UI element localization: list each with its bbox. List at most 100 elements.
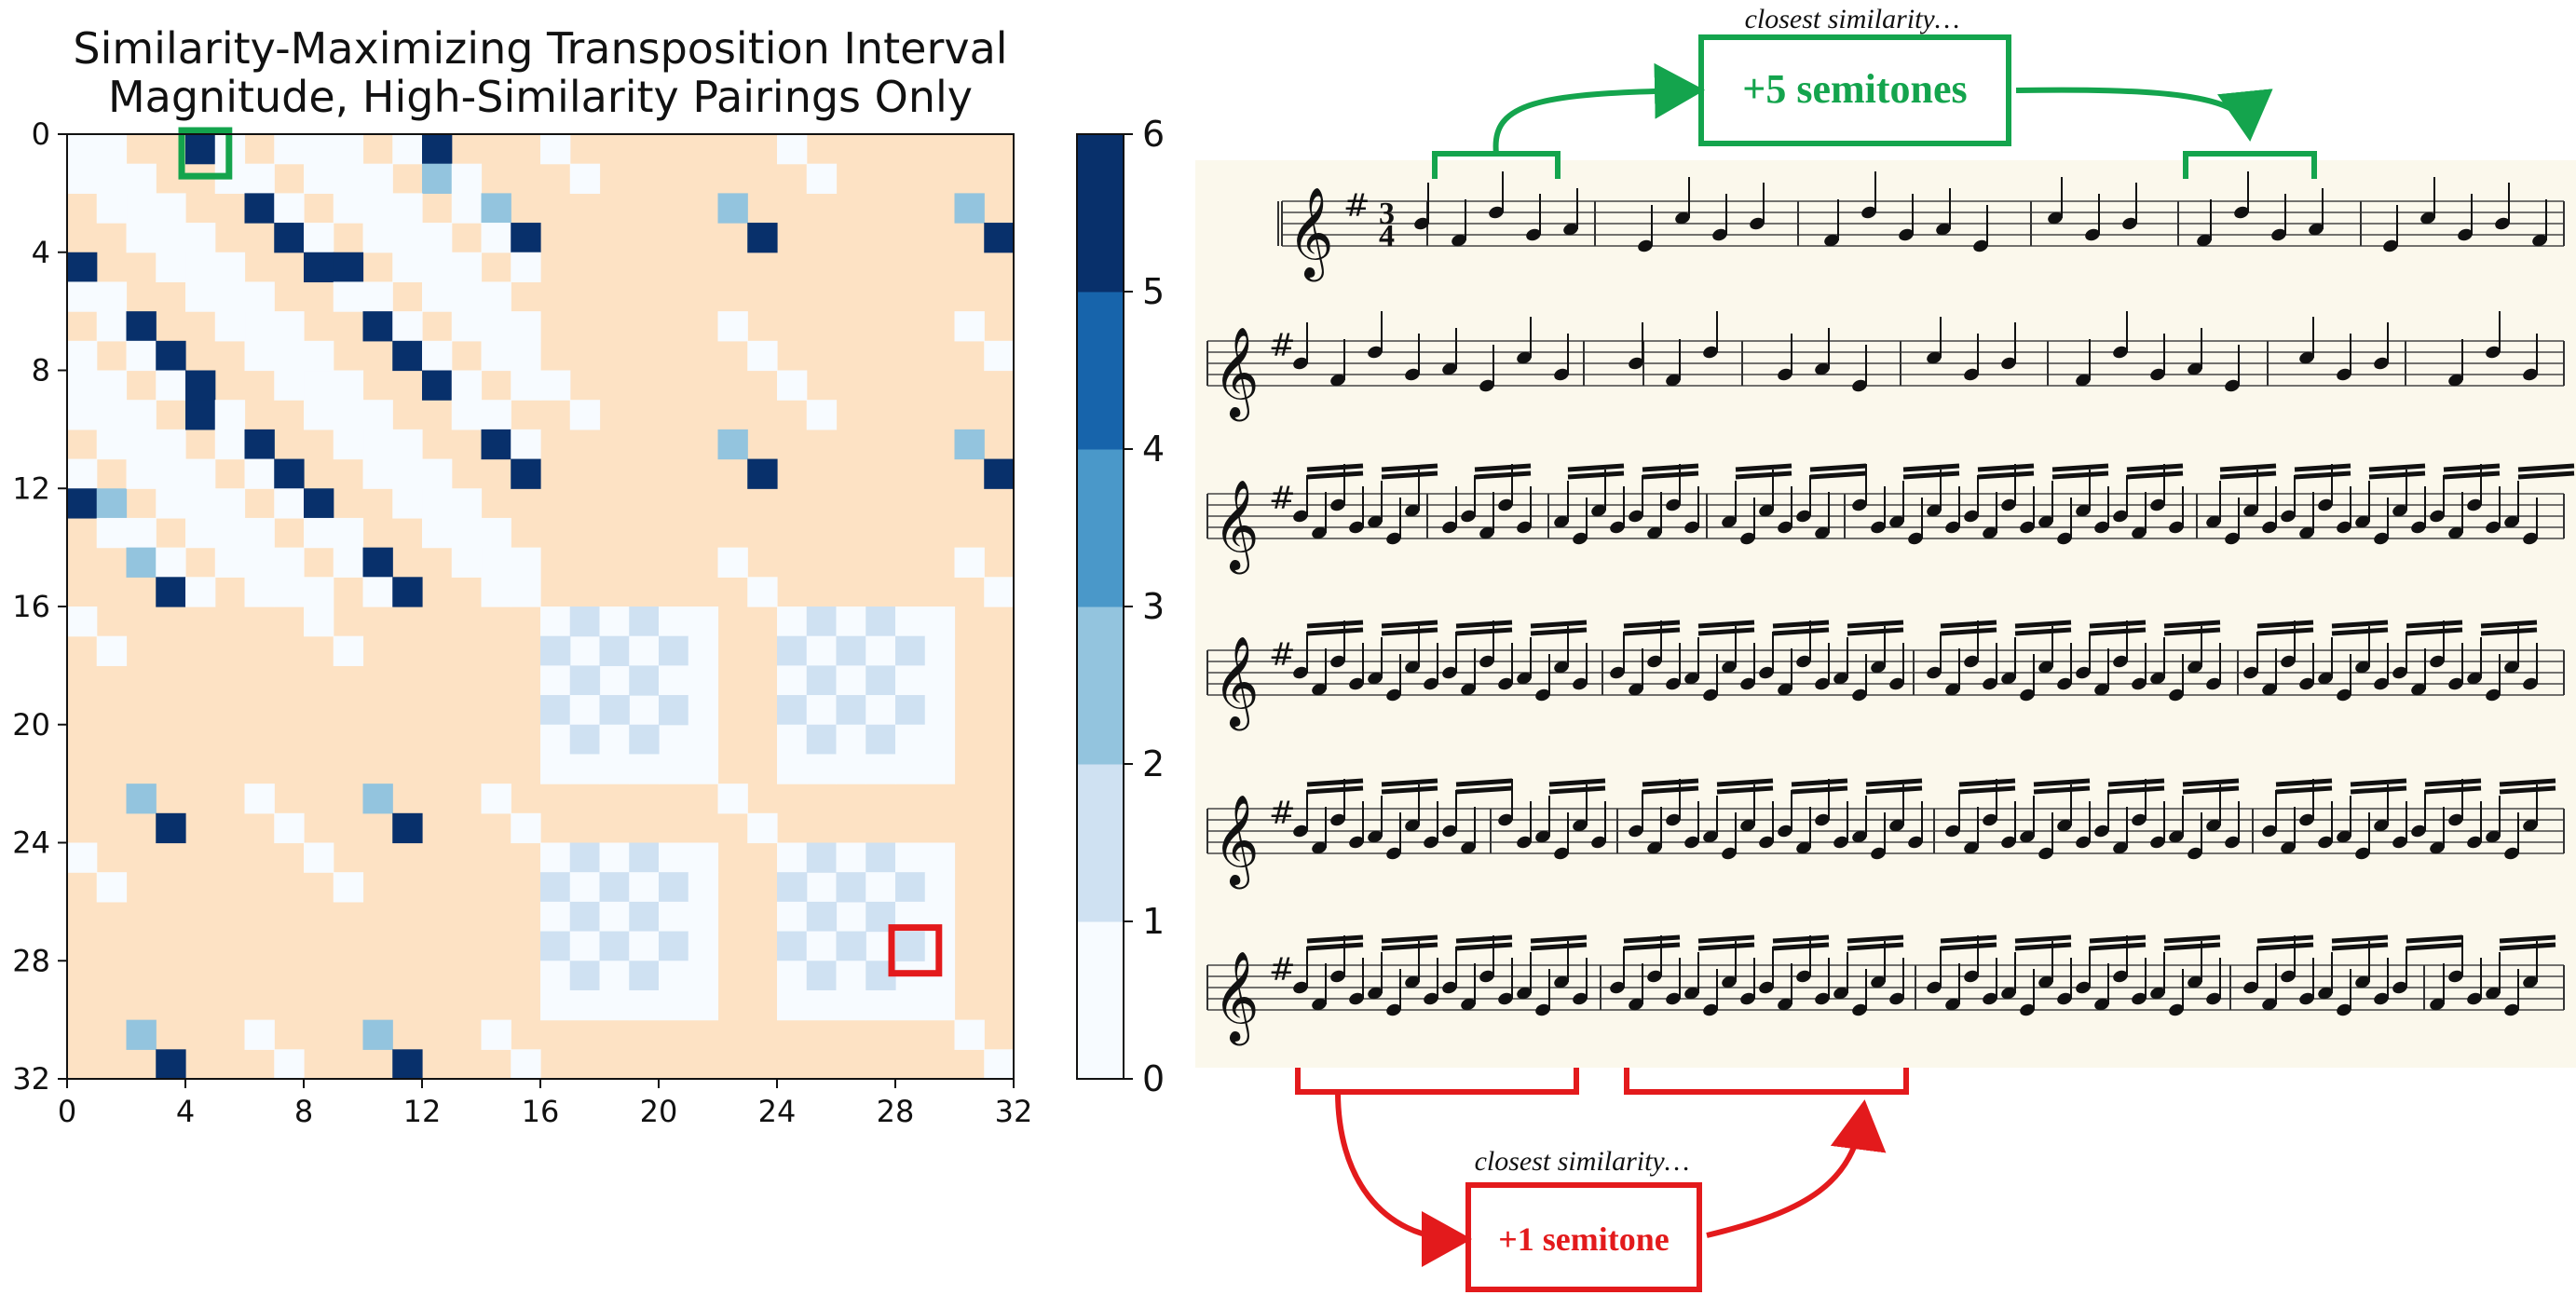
- note-head: [2318, 498, 2333, 511]
- heatmap-cell: [274, 1049, 305, 1080]
- heatmap-cell: [777, 872, 808, 903]
- heatmap-cell: [214, 311, 246, 342]
- note-beam: [2406, 942, 2463, 951]
- x-tick-label: 24: [758, 1094, 797, 1129]
- heatmap-cell: [924, 842, 956, 873]
- note-head: [1964, 841, 1979, 854]
- note-head: [1722, 975, 1737, 988]
- note-head: [1759, 666, 1774, 679]
- heatmap-cell: [540, 961, 571, 991]
- heatmap-cell: [924, 989, 956, 1021]
- y-tick-label: 32: [12, 1061, 50, 1097]
- note-head: [1629, 510, 1643, 523]
- note-head: [2486, 521, 2501, 534]
- note-head: [1573, 819, 1588, 832]
- heatmap-cell: [156, 340, 186, 372]
- note-head: [1554, 975, 1569, 988]
- note-beam: [2219, 470, 2277, 480]
- colorbar-tick-label: 0: [1142, 1058, 1165, 1099]
- x-tick-label: 32: [995, 1094, 1033, 1129]
- note-beam: [1530, 934, 1588, 944]
- note-head: [2374, 357, 2389, 370]
- heatmap-cell: [244, 517, 275, 549]
- heatmap-cell: [747, 458, 778, 489]
- heatmap-cell: [659, 607, 689, 637]
- heatmap-cell: [569, 607, 601, 637]
- heatmap-cell: [954, 193, 985, 224]
- note-beam: [1381, 627, 1438, 636]
- heatmap-cell: [362, 784, 393, 814]
- note-head: [1293, 825, 1308, 838]
- note-head: [2001, 836, 2016, 849]
- note-beam: [2517, 463, 2575, 472]
- note-head: [2132, 526, 2147, 539]
- heatmap-cell: [599, 901, 630, 933]
- note-head: [2467, 836, 2482, 849]
- heatmap-cell: [333, 281, 364, 312]
- heatmap-cell: [540, 842, 571, 873]
- note-head: [1852, 688, 1867, 702]
- note-head: [1666, 374, 1681, 387]
- colorbar-bin: [1077, 449, 1124, 607]
- note-beam: [2331, 620, 2389, 629]
- note-beam: [2126, 470, 2184, 480]
- y-tick-label: 16: [12, 589, 50, 624]
- note-beam: [2163, 620, 2221, 629]
- heatmap-cell: [984, 458, 1015, 489]
- note-beam: [1958, 778, 2016, 787]
- note-head: [2337, 688, 2351, 702]
- heatmap-cell: [629, 665, 660, 696]
- note-head: [1293, 666, 1308, 679]
- note-head: [2467, 992, 2482, 1005]
- heatmap-cell: [688, 665, 719, 696]
- heatmap-cell: [569, 665, 601, 696]
- heatmap-cell: [865, 842, 896, 873]
- heatmap-cell: [511, 370, 541, 401]
- note-head: [2001, 672, 2016, 685]
- heatmap-cell: [304, 370, 334, 401]
- note-beam: [1642, 463, 1699, 472]
- note-beam: [1381, 942, 1438, 951]
- note-beam: [2014, 942, 2072, 951]
- treble-clef: 𝄞: [1213, 326, 1260, 421]
- heatmap-cell: [511, 812, 541, 844]
- note-head: [2430, 841, 2445, 854]
- heatmap-cell: [659, 635, 689, 666]
- heatmap-cell: [333, 547, 364, 578]
- note-head: [2374, 532, 2389, 545]
- treble-clef: 𝄞: [1288, 186, 1334, 281]
- note-head: [1964, 368, 1979, 381]
- note-head: [2001, 987, 2016, 1000]
- note-head: [2132, 992, 2147, 1005]
- note-head: [1815, 813, 1830, 826]
- heatmap-cell: [806, 635, 838, 666]
- note-head: [1983, 813, 1997, 826]
- note-beam: [2256, 942, 2314, 951]
- key-signature: #: [1269, 480, 1296, 517]
- heatmap-cell: [688, 961, 719, 991]
- heatmap-cell: [954, 311, 985, 342]
- x-tick-label: 8: [294, 1094, 313, 1129]
- note-beam: [1455, 620, 1513, 629]
- note-head: [1703, 1003, 1718, 1016]
- note-head: [2523, 677, 2538, 690]
- note-head: [1535, 1003, 1550, 1016]
- note-beam: [1381, 785, 1438, 795]
- note-head: [2113, 970, 2128, 983]
- note-head: [2113, 841, 2128, 854]
- y-tick-label: 4: [32, 235, 50, 270]
- heatmap-cell: [777, 931, 808, 961]
- note-head: [2281, 510, 2296, 523]
- note-head: [2355, 975, 2370, 988]
- heatmap-cell: [362, 458, 393, 489]
- note-beam: [2275, 778, 2333, 787]
- note-head: [1517, 351, 1532, 364]
- note-head: [1740, 992, 1755, 1005]
- note-head: [1666, 992, 1681, 1005]
- heatmap-cell: [185, 458, 216, 489]
- heatmap-cell: [659, 872, 689, 903]
- note-head: [2057, 992, 2072, 1005]
- note-beam: [1474, 470, 1532, 480]
- heatmap-cell: [865, 724, 896, 756]
